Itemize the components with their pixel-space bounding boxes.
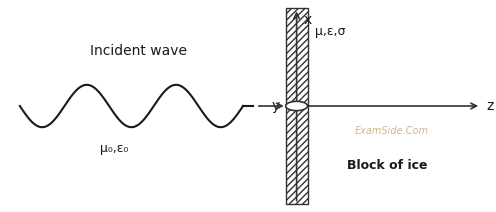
Text: Incident wave: Incident wave <box>90 44 187 58</box>
Text: μ,ε,σ: μ,ε,σ <box>315 25 345 38</box>
Text: Block of ice: Block of ice <box>347 159 427 172</box>
Text: z: z <box>486 99 494 113</box>
Text: x: x <box>304 13 312 27</box>
Text: ExamSide.Com: ExamSide.Com <box>355 126 429 137</box>
Bar <box>286 8 308 204</box>
Text: μ₀,ε₀: μ₀,ε₀ <box>100 142 128 155</box>
Text: y: y <box>271 99 280 113</box>
Circle shape <box>286 101 308 111</box>
